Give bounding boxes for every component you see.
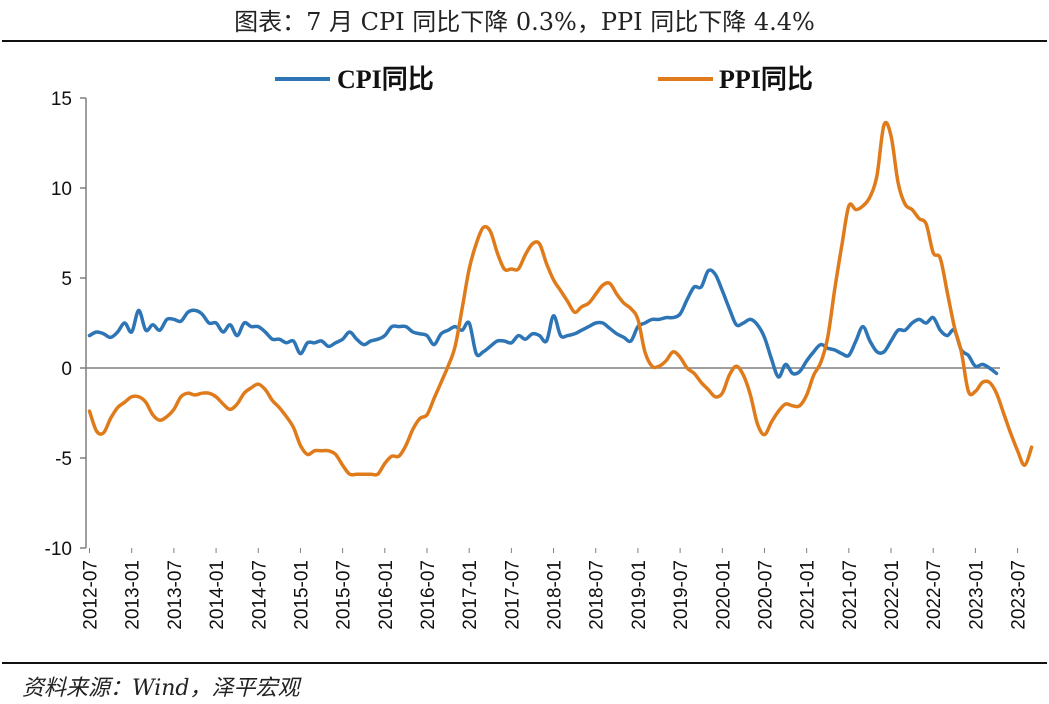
x-tick-label: 2015-01 bbox=[291, 560, 312, 630]
y-tick-label: 15 bbox=[51, 89, 72, 110]
source-divider bbox=[2, 662, 1047, 664]
chart-axes: 15 10 5 0 -5 -10 2012-07 2013-01 2013-07 2014-01 2… bbox=[45, 89, 1030, 630]
x-tick-label: 2020-07 bbox=[755, 560, 776, 630]
x-tick-label: 2017-07 bbox=[502, 560, 523, 630]
x-tick-label: 2017-01 bbox=[460, 560, 481, 630]
legend-label-cpi: CPI同比 bbox=[337, 65, 434, 94]
x-tick-label: 2021-01 bbox=[798, 560, 819, 630]
x-tick-label: 2013-07 bbox=[165, 560, 186, 630]
x-tick-label: 2014-01 bbox=[207, 560, 228, 630]
y-tick-label: 5 bbox=[61, 269, 72, 290]
x-tick-label: 2019-01 bbox=[629, 560, 650, 630]
x-tick-label: 2020-01 bbox=[713, 560, 734, 630]
x-tick-label: 2023-07 bbox=[1009, 560, 1030, 630]
x-tick-label: 2014-07 bbox=[249, 560, 270, 630]
title-divider bbox=[2, 40, 1047, 42]
x-tick-label: 2019-07 bbox=[671, 560, 692, 630]
x-tick-label: 2023-01 bbox=[966, 560, 987, 630]
legend-label-ppi: PPI同比 bbox=[719, 65, 813, 94]
x-tick-label: 2015-07 bbox=[334, 560, 355, 630]
x-tick-label: 2021-07 bbox=[840, 560, 861, 630]
x-tick-label: 2016-07 bbox=[418, 560, 439, 630]
chart-title: 图表：7 月 CPI 同比下降 0.3%，PPI 同比下降 4.4% bbox=[234, 8, 815, 36]
x-tick-label: 2016-01 bbox=[376, 560, 397, 630]
x-tick-label: 2012-07 bbox=[81, 560, 102, 630]
chart-legend: CPI同比 PPI同比 bbox=[275, 65, 813, 94]
x-tick-label: 2022-01 bbox=[882, 560, 903, 630]
y-tick-label: 10 bbox=[51, 179, 72, 200]
x-tick-label: 2018-01 bbox=[545, 560, 566, 630]
ppi-line bbox=[87, 120, 1034, 477]
y-tick-label: -10 bbox=[45, 539, 72, 560]
y-tick-label: -5 bbox=[55, 449, 72, 470]
x-tick-label: 2018-07 bbox=[587, 560, 608, 630]
source-note: 资料来源：Wind，泽平宏观 bbox=[22, 676, 300, 701]
y-tick-label: 0 bbox=[61, 359, 72, 380]
x-tick-label: 2022-07 bbox=[924, 560, 945, 630]
cpi-line bbox=[87, 268, 999, 379]
chart-series bbox=[87, 120, 1034, 477]
x-tick-label: 2013-01 bbox=[123, 560, 144, 630]
